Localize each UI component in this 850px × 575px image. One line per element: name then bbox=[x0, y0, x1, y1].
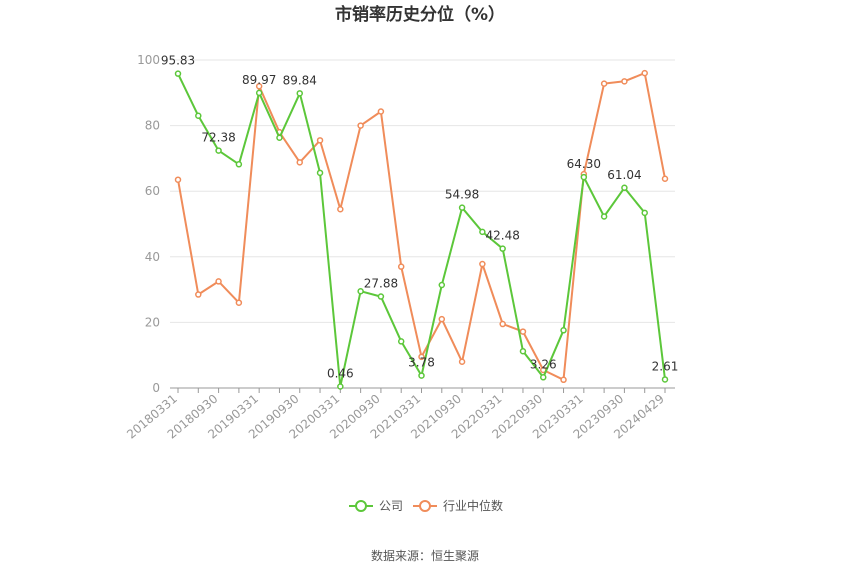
legend-industry-marker bbox=[419, 500, 431, 512]
data-point-industry-median bbox=[357, 122, 364, 129]
data-point-company bbox=[337, 383, 344, 390]
data-label: 27.88 bbox=[364, 277, 398, 291]
chart-title: 市销率历史分位（%） bbox=[335, 4, 505, 25]
data-point-company bbox=[438, 281, 446, 289]
data-point-industry-median bbox=[438, 315, 446, 323]
y-tick-label: 100 bbox=[137, 53, 160, 67]
data-point-company bbox=[397, 338, 405, 345]
data-label: 89.97 bbox=[242, 73, 276, 87]
data-point-industry-median bbox=[397, 263, 405, 270]
data-point-industry-median bbox=[560, 376, 567, 384]
data-label: 0.46 bbox=[327, 366, 354, 380]
data-label: 2.61 bbox=[652, 359, 679, 373]
data-source: 数据来源：恒生聚源 bbox=[371, 548, 479, 563]
data-label: 89.84 bbox=[283, 73, 317, 87]
data-point-company bbox=[377, 293, 385, 300]
data-point-industry-median bbox=[418, 353, 425, 361]
data-label: 64.30 bbox=[567, 157, 601, 171]
data-point-company bbox=[458, 204, 466, 211]
data-label: 3.26 bbox=[530, 357, 557, 371]
data-point-industry-median bbox=[255, 82, 263, 90]
data-point-company bbox=[661, 376, 669, 383]
data-point-company bbox=[357, 287, 364, 295]
data-point-industry-median bbox=[316, 137, 324, 144]
data-point-industry-median bbox=[479, 260, 486, 268]
data-point-company bbox=[479, 228, 486, 236]
data-point-industry-median bbox=[458, 358, 466, 366]
data-label: 3.78 bbox=[408, 356, 435, 370]
data-label: 54.98 bbox=[445, 188, 479, 202]
data-point-company bbox=[276, 134, 283, 141]
y-tick-label: 20 bbox=[145, 315, 160, 329]
data-labels: 95.83 72.38 89.97 89.84 0.46 27.88 3.78 54.98 42… bbox=[161, 54, 679, 381]
data-point-company bbox=[540, 374, 547, 381]
data-point-company bbox=[560, 327, 567, 334]
data-point-company bbox=[296, 90, 303, 97]
data-point-industry-median bbox=[235, 299, 243, 306]
data-point-industry-median bbox=[174, 176, 182, 183]
data-point-company bbox=[215, 147, 222, 154]
y-axis: 0 20 40 60 80 100 bbox=[137, 53, 160, 395]
data-point-company bbox=[519, 348, 527, 355]
data-point-company bbox=[580, 173, 588, 181]
data-point-company bbox=[174, 70, 182, 77]
data-label: 95.83 bbox=[161, 54, 195, 68]
y-tick-label: 80 bbox=[145, 119, 160, 133]
legend-industry-label: 行业中位数 bbox=[443, 498, 503, 513]
data-point-industry-median bbox=[215, 278, 222, 285]
data-point-company bbox=[621, 184, 628, 192]
data-label: 42.48 bbox=[485, 229, 519, 243]
data-point-company bbox=[499, 245, 506, 252]
data-label: 72.38 bbox=[201, 131, 235, 145]
data-point-company bbox=[641, 209, 648, 217]
data-point-industry-median bbox=[641, 69, 648, 77]
legend-item-company[interactable]: 公司 bbox=[349, 499, 403, 513]
data-point-company bbox=[418, 372, 425, 379]
y-tick-label: 0 bbox=[152, 381, 160, 395]
data-point-company bbox=[255, 89, 263, 97]
data-point-industry-median bbox=[195, 291, 202, 298]
y-tick-label: 40 bbox=[145, 250, 160, 264]
gridlines bbox=[170, 59, 675, 323]
data-point-company bbox=[195, 112, 202, 120]
data-point-industry-median bbox=[519, 328, 527, 335]
legend: 公司 行业中位数 bbox=[349, 498, 503, 513]
legend-item-industry-median[interactable]: 行业中位数 bbox=[413, 498, 503, 513]
data-label: 61.04 bbox=[607, 168, 641, 182]
data-point-company bbox=[316, 169, 324, 177]
data-point-industry-median bbox=[600, 80, 608, 87]
x-axis: 2018033120180930201903312019093020200331… bbox=[124, 387, 675, 442]
data-point-company bbox=[235, 161, 243, 168]
data-point-industry-median bbox=[377, 108, 385, 115]
legend-company-marker bbox=[355, 500, 367, 512]
data-point-company bbox=[600, 213, 608, 220]
data-point-industry-median bbox=[296, 159, 303, 166]
series-line-company bbox=[177, 73, 666, 388]
series-group bbox=[174, 69, 669, 390]
data-point-industry-median bbox=[621, 78, 628, 85]
data-point-industry-median bbox=[499, 320, 506, 328]
legend-company-label: 公司 bbox=[379, 499, 403, 513]
data-point-industry-median bbox=[337, 205, 344, 213]
data-point-industry-median bbox=[661, 175, 669, 182]
y-tick-label: 60 bbox=[145, 184, 160, 198]
